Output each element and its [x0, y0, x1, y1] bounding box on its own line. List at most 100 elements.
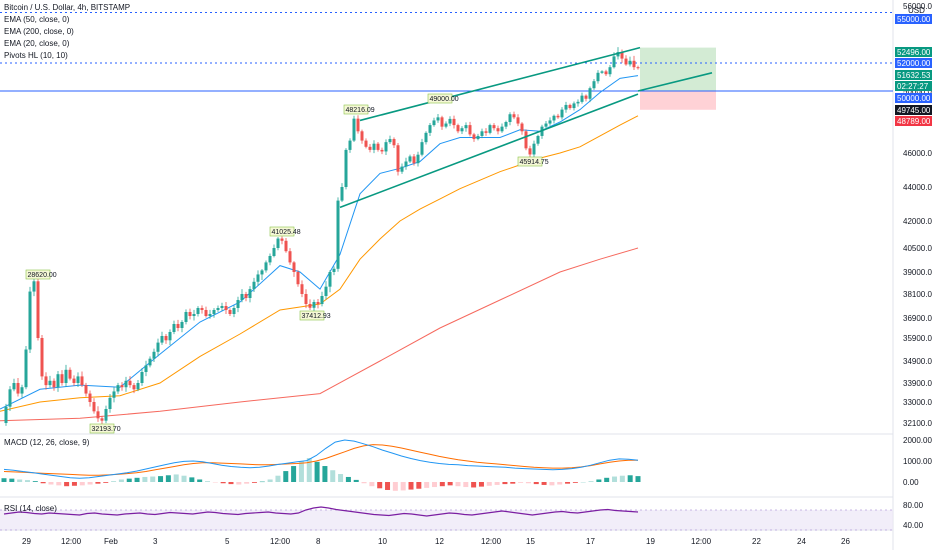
- x-tick-label: 24: [797, 537, 806, 546]
- pivot-flag: [517, 156, 543, 167]
- candle-body: [128, 380, 132, 386]
- macd-histogram-bar: [588, 481, 594, 482]
- macd-histogram-bar: [424, 482, 430, 488]
- target-line: [637, 72, 713, 92]
- candle-body: [576, 101, 580, 104]
- candle-body: [388, 139, 392, 143]
- candle-body: [172, 324, 176, 332]
- candle-body: [52, 380, 56, 388]
- candle-body: [360, 131, 364, 141]
- macd-histogram-bar: [408, 482, 414, 490]
- x-tick-label: 15: [526, 537, 535, 546]
- y-tick-label: 32100.00: [903, 419, 932, 428]
- candle-body: [160, 336, 164, 343]
- pivot-label: 37412.93: [302, 313, 331, 320]
- macd-histogram-bar: [298, 461, 304, 482]
- candle-body: [524, 131, 528, 149]
- price-tag: [895, 47, 932, 57]
- candle-body: [368, 146, 372, 150]
- candle-body: [416, 154, 420, 164]
- x-tick-label: 17: [586, 537, 595, 546]
- macd-histogram-bar: [228, 482, 234, 485]
- candle-body: [468, 125, 472, 135]
- candle-body: [268, 256, 272, 263]
- candle-body: [480, 131, 484, 136]
- candle-body: [628, 60, 632, 65]
- price-tag: [895, 70, 932, 80]
- candle-body: [272, 248, 276, 256]
- y-tick-label: 42000.00: [903, 217, 932, 226]
- candle-body: [24, 349, 28, 388]
- ema200-line: [0, 247, 639, 422]
- pivot-label: 49000.00: [430, 96, 459, 103]
- candle-body: [600, 71, 604, 73]
- macd-histogram-bar: [212, 482, 218, 483]
- macd-histogram-bar: [572, 482, 578, 483]
- macd-histogram-bar: [9, 478, 15, 482]
- macd-line: [3, 439, 639, 479]
- candle-body: [200, 308, 204, 310]
- candle-body: [500, 126, 504, 132]
- macd-histogram-bar: [345, 476, 351, 482]
- price-tag: [895, 58, 932, 68]
- candle-body: [392, 139, 396, 146]
- macd-histogram-bar: [494, 482, 500, 485]
- ema20-line: [0, 75, 639, 410]
- macd-histogram-bar: [361, 482, 367, 484]
- rsi-band: [0, 510, 893, 530]
- price-tag: [895, 116, 932, 126]
- pivot-flag: [269, 226, 295, 237]
- candle-body: [292, 262, 296, 272]
- candle-body: [384, 142, 388, 152]
- x-tick-label: 12:00: [481, 537, 502, 546]
- rsi-line: [3, 506, 639, 517]
- macd-histogram-bar: [40, 482, 46, 484]
- candle-body: [80, 376, 84, 386]
- candle-body: [248, 289, 252, 298]
- rsi-y-tick: 80.00: [903, 501, 924, 510]
- macd-histogram-bar: [17, 479, 23, 482]
- pivot-label: 41025.48: [272, 229, 301, 236]
- price-tag-label: 55000.00: [897, 15, 931, 24]
- candle-body: [620, 52, 624, 59]
- candle-body: [264, 262, 268, 271]
- candle-body: [372, 143, 376, 150]
- candle-body: [528, 148, 532, 155]
- macd-histogram-bar: [71, 482, 77, 486]
- channel-upper-line: [359, 46, 641, 122]
- price-tag: [895, 14, 932, 24]
- macd-histogram-bar: [416, 482, 422, 489]
- candle-body: [624, 58, 628, 65]
- macd-histogram-bar: [173, 474, 179, 482]
- macd-histogram-bar: [314, 461, 320, 482]
- candle-body: [452, 118, 456, 126]
- macd-histogram-bar: [377, 482, 383, 489]
- candle-body: [408, 156, 412, 162]
- candle-body: [88, 393, 92, 402]
- macd-histogram-bar: [502, 482, 508, 485]
- candle-body: [72, 378, 76, 383]
- candle-body: [108, 397, 112, 409]
- price-tag-label: 51632.53: [897, 71, 931, 80]
- x-tick-label: 29: [22, 537, 31, 546]
- y-tick-label: 40500.00: [903, 244, 932, 253]
- candle-body: [400, 166, 404, 172]
- candle-body: [580, 95, 584, 102]
- macd-histogram-bar: [103, 482, 109, 483]
- legend-ema50: EMA (50, close, 0): [4, 15, 70, 24]
- macd-histogram-bar: [142, 476, 148, 482]
- candle-body: [152, 351, 156, 359]
- candle-body: [544, 123, 548, 127]
- macd-histogram-bar: [455, 482, 461, 487]
- candle-body: [404, 161, 408, 167]
- candle-body: [512, 114, 516, 118]
- pivot-flag: [25, 269, 51, 280]
- candle-body: [68, 369, 72, 379]
- candle-body: [196, 308, 200, 314]
- candle-body: [568, 104, 572, 109]
- candle-body: [228, 310, 232, 314]
- candle-body: [208, 314, 212, 316]
- candle-body: [312, 302, 316, 308]
- candle-body: [584, 95, 588, 99]
- currency-label: USD: [908, 6, 925, 15]
